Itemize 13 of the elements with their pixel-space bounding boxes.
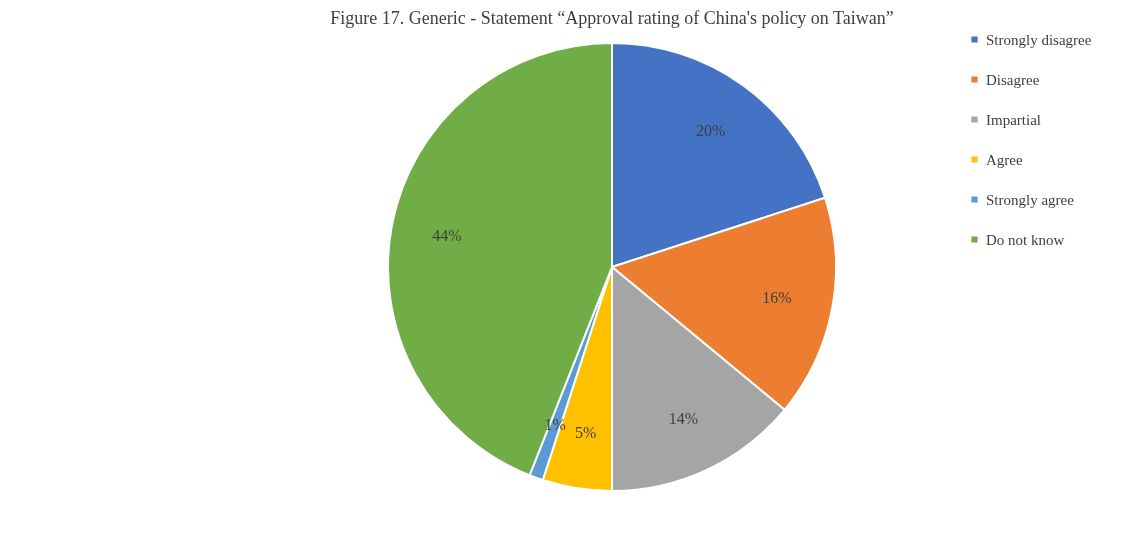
legend-label: Impartial bbox=[986, 111, 1041, 128]
legend-label: Strongly agree bbox=[986, 191, 1075, 208]
chart-title: Figure 17. Generic - Statement “Approval rating of China's policy on Taiwan” bbox=[330, 8, 894, 28]
data-label: 1% bbox=[544, 416, 566, 434]
legend-label: Strongly disagree bbox=[986, 31, 1092, 48]
data-label: 5% bbox=[575, 423, 597, 441]
legend-label: Do not know bbox=[986, 231, 1065, 248]
data-label: 44% bbox=[432, 226, 462, 244]
data-label: 14% bbox=[668, 410, 699, 428]
data-label: 20% bbox=[696, 122, 726, 140]
legend-label: Disagree bbox=[986, 71, 1040, 88]
data-label: 16% bbox=[762, 289, 792, 307]
legend-label: Agree bbox=[986, 151, 1023, 168]
